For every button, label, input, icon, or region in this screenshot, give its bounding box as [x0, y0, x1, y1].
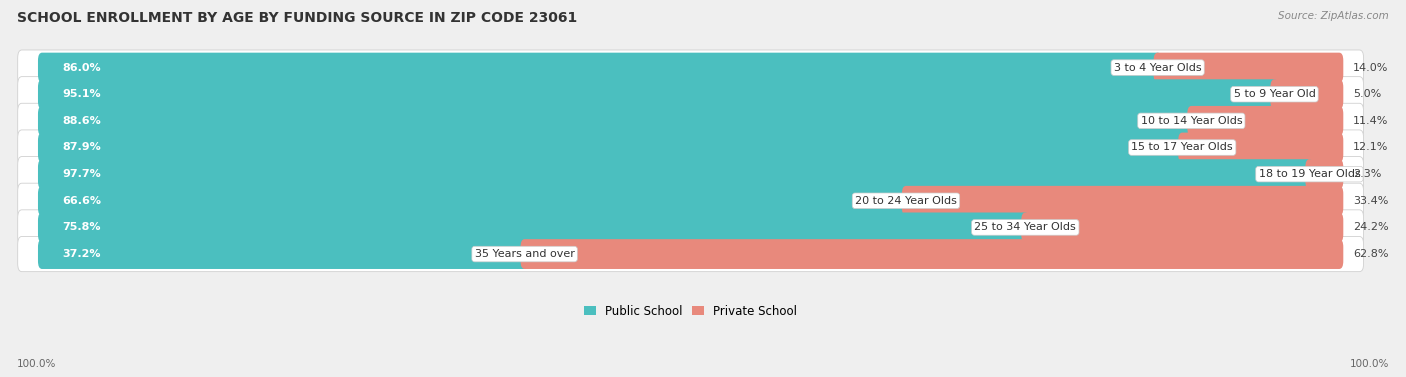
FancyBboxPatch shape: [901, 186, 1343, 216]
FancyBboxPatch shape: [18, 236, 1364, 272]
FancyBboxPatch shape: [38, 133, 1187, 162]
Text: 10 to 14 Year Olds: 10 to 14 Year Olds: [1140, 116, 1241, 126]
Text: 86.0%: 86.0%: [62, 63, 101, 73]
Text: 95.1%: 95.1%: [62, 89, 101, 99]
Text: 3 to 4 Year Olds: 3 to 4 Year Olds: [1114, 63, 1202, 73]
Text: 18 to 19 Year Olds: 18 to 19 Year Olds: [1258, 169, 1360, 179]
FancyBboxPatch shape: [38, 186, 910, 216]
FancyBboxPatch shape: [38, 213, 1029, 242]
Text: 87.9%: 87.9%: [62, 143, 101, 153]
FancyBboxPatch shape: [38, 53, 1161, 83]
FancyBboxPatch shape: [1271, 79, 1343, 109]
FancyBboxPatch shape: [38, 106, 1195, 136]
Text: 24.2%: 24.2%: [1353, 222, 1388, 233]
Text: 5.0%: 5.0%: [1353, 89, 1381, 99]
FancyBboxPatch shape: [18, 50, 1364, 85]
FancyBboxPatch shape: [18, 183, 1364, 218]
FancyBboxPatch shape: [520, 239, 1343, 269]
Text: 37.2%: 37.2%: [62, 249, 101, 259]
Text: 97.7%: 97.7%: [62, 169, 101, 179]
FancyBboxPatch shape: [1305, 159, 1343, 189]
Text: 25 to 34 Year Olds: 25 to 34 Year Olds: [974, 222, 1076, 233]
Text: 2.3%: 2.3%: [1353, 169, 1381, 179]
Text: 62.8%: 62.8%: [1353, 249, 1388, 259]
FancyBboxPatch shape: [38, 79, 1278, 109]
Text: 15 to 17 Year Olds: 15 to 17 Year Olds: [1132, 143, 1233, 153]
Text: 35 Years and over: 35 Years and over: [475, 249, 575, 259]
Text: 88.6%: 88.6%: [62, 116, 101, 126]
Text: 100.0%: 100.0%: [17, 359, 56, 369]
FancyBboxPatch shape: [1153, 53, 1343, 83]
FancyBboxPatch shape: [18, 210, 1364, 245]
Text: 66.6%: 66.6%: [62, 196, 101, 206]
Text: 33.4%: 33.4%: [1353, 196, 1388, 206]
Text: SCHOOL ENROLLMENT BY AGE BY FUNDING SOURCE IN ZIP CODE 23061: SCHOOL ENROLLMENT BY AGE BY FUNDING SOUR…: [17, 11, 576, 25]
FancyBboxPatch shape: [38, 159, 1313, 189]
FancyBboxPatch shape: [18, 103, 1364, 138]
Text: 11.4%: 11.4%: [1353, 116, 1388, 126]
FancyBboxPatch shape: [1187, 106, 1343, 136]
Text: 12.1%: 12.1%: [1353, 143, 1388, 153]
Text: 100.0%: 100.0%: [1350, 359, 1389, 369]
Text: 5 to 9 Year Old: 5 to 9 Year Old: [1233, 89, 1316, 99]
FancyBboxPatch shape: [1021, 213, 1343, 242]
FancyBboxPatch shape: [38, 239, 529, 269]
FancyBboxPatch shape: [18, 130, 1364, 165]
FancyBboxPatch shape: [18, 156, 1364, 192]
Legend: Public School, Private School: Public School, Private School: [579, 300, 801, 323]
Text: 14.0%: 14.0%: [1353, 63, 1388, 73]
Text: 75.8%: 75.8%: [62, 222, 101, 233]
Text: Source: ZipAtlas.com: Source: ZipAtlas.com: [1278, 11, 1389, 21]
Text: 20 to 24 Year Olds: 20 to 24 Year Olds: [855, 196, 957, 206]
FancyBboxPatch shape: [1178, 133, 1343, 162]
FancyBboxPatch shape: [18, 77, 1364, 112]
